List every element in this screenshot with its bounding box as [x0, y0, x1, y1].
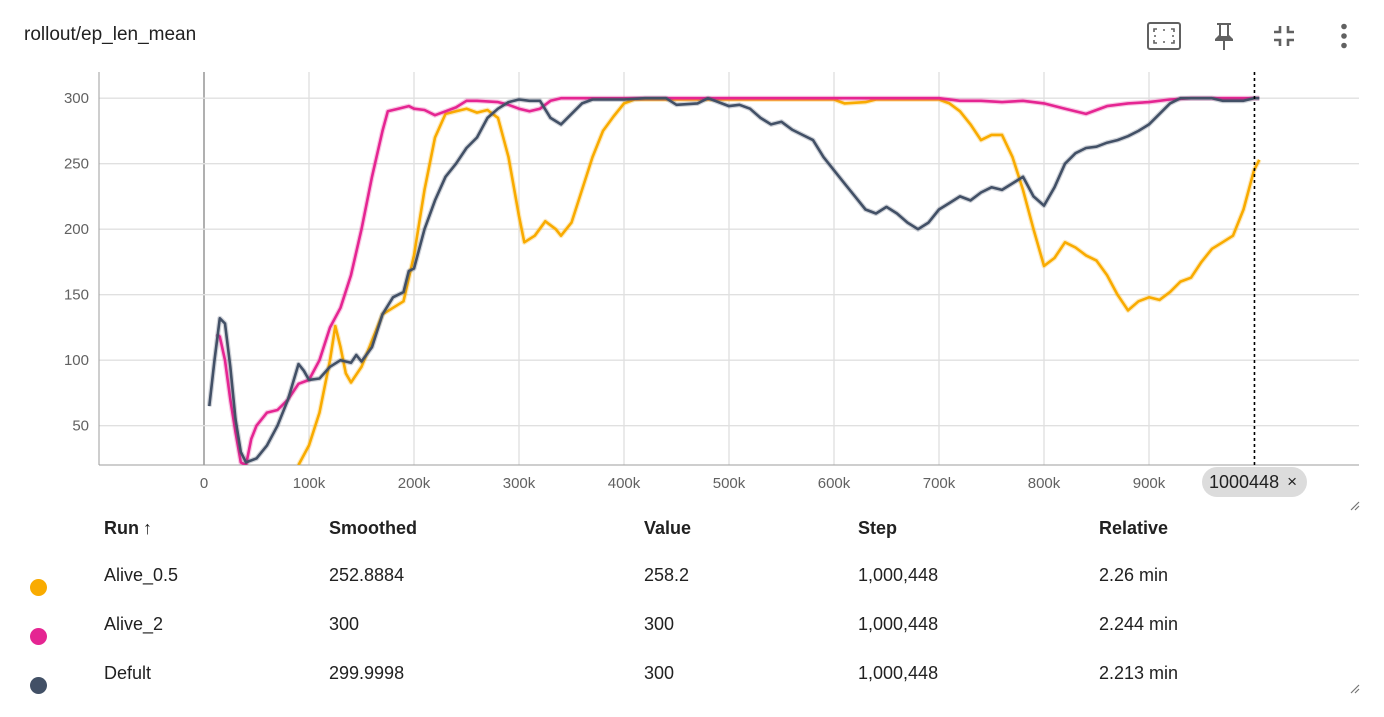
fit-domain-button[interactable] — [1144, 18, 1184, 54]
table-row: Alive_0.5 252.8884 258.2 1,000,448 2.26 … — [0, 551, 1384, 600]
run-color-dot — [30, 579, 47, 596]
raw-value: 300 — [644, 663, 675, 683]
y-tick-label: 100 — [64, 352, 89, 369]
y-tick-label: 200 — [64, 221, 89, 238]
table-resize-icon[interactable] — [1348, 682, 1360, 694]
table-header-row: Run ↑ Smoothed Value Step Relative — [0, 505, 1384, 551]
x-tick-label: 400k — [608, 475, 641, 492]
chart-series — [206, 95, 1262, 465]
smoothed-value: 300 — [329, 614, 360, 634]
smoothed-value: 299.9998 — [329, 663, 405, 683]
more-options-button[interactable] — [1324, 18, 1364, 54]
series-line — [297, 98, 1261, 465]
x-tick-label: 500k — [713, 475, 746, 492]
x-tick-label: 800k — [1028, 475, 1061, 492]
x-tick-label: 700k — [923, 475, 956, 492]
series-raw-line — [296, 97, 1262, 465]
hover-step-value: 1000448 — [1209, 471, 1280, 492]
run-name: Alive_0.5 — [104, 565, 179, 585]
run-color-dot — [30, 628, 47, 645]
pin-icon — [1215, 23, 1233, 50]
y-tick-label: 300 — [64, 90, 89, 107]
more-vert-icon — [1341, 23, 1347, 49]
hover-step-chip: 1000448 × — [1202, 467, 1308, 497]
x-tick-label: 900k — [1133, 475, 1166, 492]
step-value: 1,000,448 — [858, 663, 939, 683]
raw-value: 258.2 — [644, 565, 690, 585]
table-row: Defult 299.9998 300 1,000,448 2.213 min — [0, 649, 1384, 698]
run-name: Defult — [104, 663, 152, 683]
collapse-button[interactable] — [1264, 18, 1304, 54]
header-relative[interactable]: Relative — [1099, 517, 1169, 538]
x-tick-label: 300k — [503, 475, 536, 492]
header-run[interactable]: Run ↑ — [104, 517, 152, 538]
relative-time: 2.244 min — [1099, 614, 1179, 634]
smoothed-value: 252.8884 — [329, 565, 405, 585]
runs-table: Run ↑ Smoothed Value Step Relative Alive_… — [0, 505, 1384, 698]
close-icon[interactable]: × — [1287, 472, 1298, 491]
series-raw-line — [206, 95, 1260, 465]
series-raw-line — [215, 95, 1260, 465]
run-name: Alive_2 — [104, 614, 164, 634]
x-tick-label: 600k — [818, 475, 851, 492]
header-smoothed[interactable]: Smoothed — [329, 517, 417, 538]
step-value: 1,000,448 — [858, 614, 939, 634]
step-value: 1,000,448 — [858, 565, 939, 585]
line-chart[interactable]: 0 100k 200k 300k 400k 500k 600k 700k 800k 900k 50 1… — [0, 60, 1384, 500]
raw-value: 300 — [644, 614, 675, 634]
sort-asc-icon: ↑ — [143, 517, 152, 538]
y-tick-label: 250 — [64, 156, 89, 173]
relative-time: 2.213 min — [1099, 663, 1179, 683]
series-line — [215, 96, 1260, 465]
collapse-icon — [1274, 26, 1294, 46]
run-color-dot — [30, 677, 47, 694]
chart-axes: 0 100k 200k 300k 400k 500k 600k 700k 800k 900k 50 1… — [64, 72, 1359, 492]
header-value[interactable]: Value — [644, 517, 692, 538]
header-step[interactable]: Step — [858, 517, 898, 538]
series-line — [208, 96, 1260, 464]
chart-grid — [99, 72, 1359, 465]
y-tick-label: 50 — [72, 418, 89, 435]
chart-title: rollout/ep_len_mean — [24, 24, 197, 45]
x-tick-label: 100k — [293, 475, 326, 492]
pin-button[interactable] — [1204, 18, 1244, 54]
chart-resize-icon[interactable] — [1348, 499, 1360, 511]
table-row: Alive_2 300 300 1,000,448 2.244 min — [0, 600, 1384, 649]
fit-domain-icon — [1147, 22, 1181, 50]
chart-toolbar — [1144, 18, 1364, 54]
y-tick-label: 150 — [64, 287, 89, 304]
x-tick-label: 0 — [200, 475, 208, 492]
x-tick-label: 200k — [398, 475, 431, 492]
relative-time: 2.26 min — [1099, 565, 1169, 585]
